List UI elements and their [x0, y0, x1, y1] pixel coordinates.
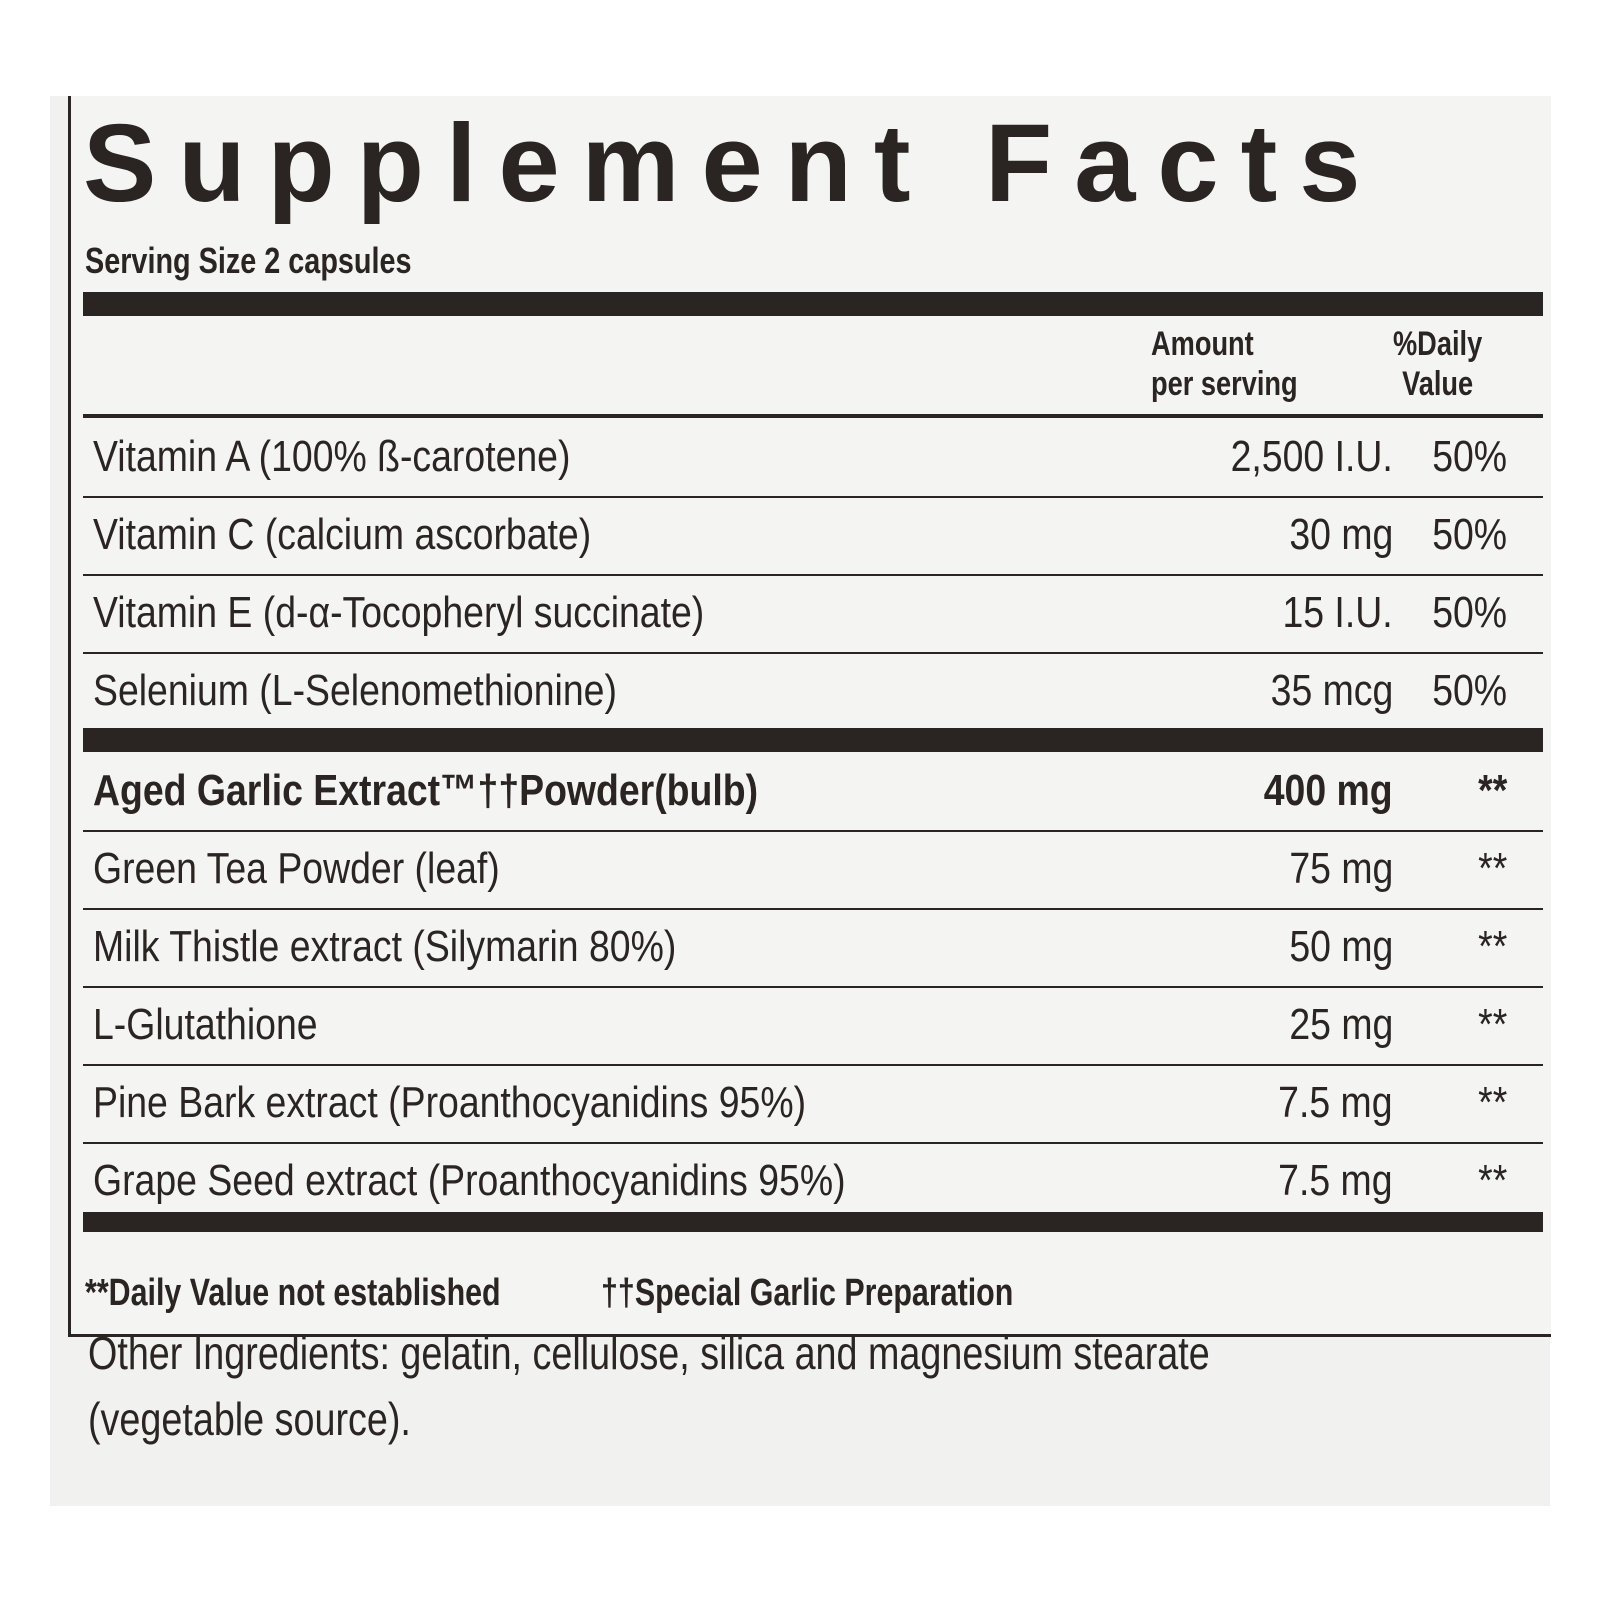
- daily-value: **: [1477, 1000, 1507, 1049]
- daily-value: **: [1477, 922, 1507, 971]
- amount: 30 mg: [1289, 510, 1393, 559]
- daily-value: **: [1477, 844, 1507, 893]
- nutrient: Vitamin C (calcium ascorbate): [93, 510, 592, 559]
- nutrient: Green Tea Powder (leaf): [93, 844, 500, 893]
- nutrient-row: Green Tea Powder (leaf) 75 mg **: [83, 830, 1543, 910]
- daily-value: **: [1477, 1156, 1507, 1205]
- footnote: **Daily Value not established: [85, 1272, 501, 1314]
- nutrient: Vitamin E (d-α-Tocopheryl succinate): [93, 588, 705, 637]
- daily-value: 50%: [1432, 510, 1507, 559]
- amount: 75 mg: [1289, 844, 1393, 893]
- text: Value: [1402, 365, 1474, 403]
- daily-value: 50%: [1432, 588, 1507, 637]
- daily-value: **: [1477, 766, 1507, 815]
- other-ingredients: (vegetable source).: [88, 1393, 411, 1445]
- amount: 35 mcg: [1270, 666, 1393, 715]
- nutrient-row: Pine Bark extract (Proanthocyanidins 95%…: [83, 1064, 1543, 1144]
- amount: 7.5 mg: [1278, 1156, 1393, 1205]
- nutrient-row: Grape Seed extract (Proanthocyanidins 95…: [83, 1142, 1543, 1222]
- nutrient: Aged Garlic Extract™††Powder(bulb): [93, 766, 759, 815]
- rule: [83, 1212, 1543, 1232]
- nutrient-row: Milk Thistle extract (Silymarin 80%) 50 m…: [83, 908, 1543, 988]
- nutrient: Grape Seed extract (Proanthocyanidins 95…: [93, 1156, 846, 1205]
- nutrient: L-Glutathione: [93, 1000, 318, 1049]
- amount: 25 mg: [1289, 1000, 1393, 1049]
- nutrient-row: Aged Garlic Extract™††Powder(bulb) 400 mg…: [83, 752, 1543, 832]
- amount: 2,500 I.U.: [1230, 432, 1393, 481]
- amount: 7.5 mg: [1278, 1078, 1393, 1127]
- nutrient-row: Vitamin C (calcium ascorbate) 30 mg 50%: [83, 496, 1543, 576]
- daily-value: 50%: [1432, 432, 1507, 481]
- rule: [83, 292, 1543, 316]
- text: Amount: [1151, 325, 1254, 363]
- nutrient-row: L-Glutathione 25 mg **: [83, 986, 1543, 1066]
- amount: 15 I.U.: [1282, 588, 1393, 637]
- text: per serving: [1151, 365, 1298, 403]
- title: Supplement Facts: [83, 102, 1383, 225]
- rule: [83, 728, 1543, 752]
- nutrient: Vitamin A (100% ß-carotene): [93, 432, 571, 481]
- amount-header: Amount per serving: [1151, 324, 1298, 404]
- facts-panel: Supplement Facts Serving Size 2 capsules…: [68, 96, 1551, 1337]
- text: %Daily: [1393, 325, 1483, 363]
- daily-value: 50%: [1432, 666, 1507, 715]
- nutrient-row: Vitamin E (d-α-Tocopheryl succinate) 15 I…: [83, 574, 1543, 654]
- nutrient-row: Vitamin A (100% ß-carotene) 2,500 I.U. 50%: [83, 418, 1543, 498]
- other-ingredients: Other Ingredients: gelatin, cellulose, s…: [88, 1327, 1210, 1379]
- dv-header: %Daily Value: [1393, 324, 1482, 404]
- nutrient: Milk Thistle extract (Silymarin 80%): [93, 922, 677, 971]
- serving-size: Serving Size 2 capsules: [85, 240, 412, 281]
- nutrient: Pine Bark extract (Proanthocyanidins 95%…: [93, 1078, 807, 1127]
- footnote: ††Special Garlic Preparation: [601, 1272, 1014, 1314]
- daily-value: **: [1477, 1078, 1507, 1127]
- amount: 50 mg: [1289, 922, 1393, 971]
- rule: [83, 414, 1543, 418]
- amount: 400 mg: [1264, 766, 1393, 815]
- nutrient: Selenium (L-Selenomethionine): [93, 666, 617, 715]
- nutrient-row: Selenium (L-Selenomethionine) 35 mcg 50%: [83, 652, 1543, 732]
